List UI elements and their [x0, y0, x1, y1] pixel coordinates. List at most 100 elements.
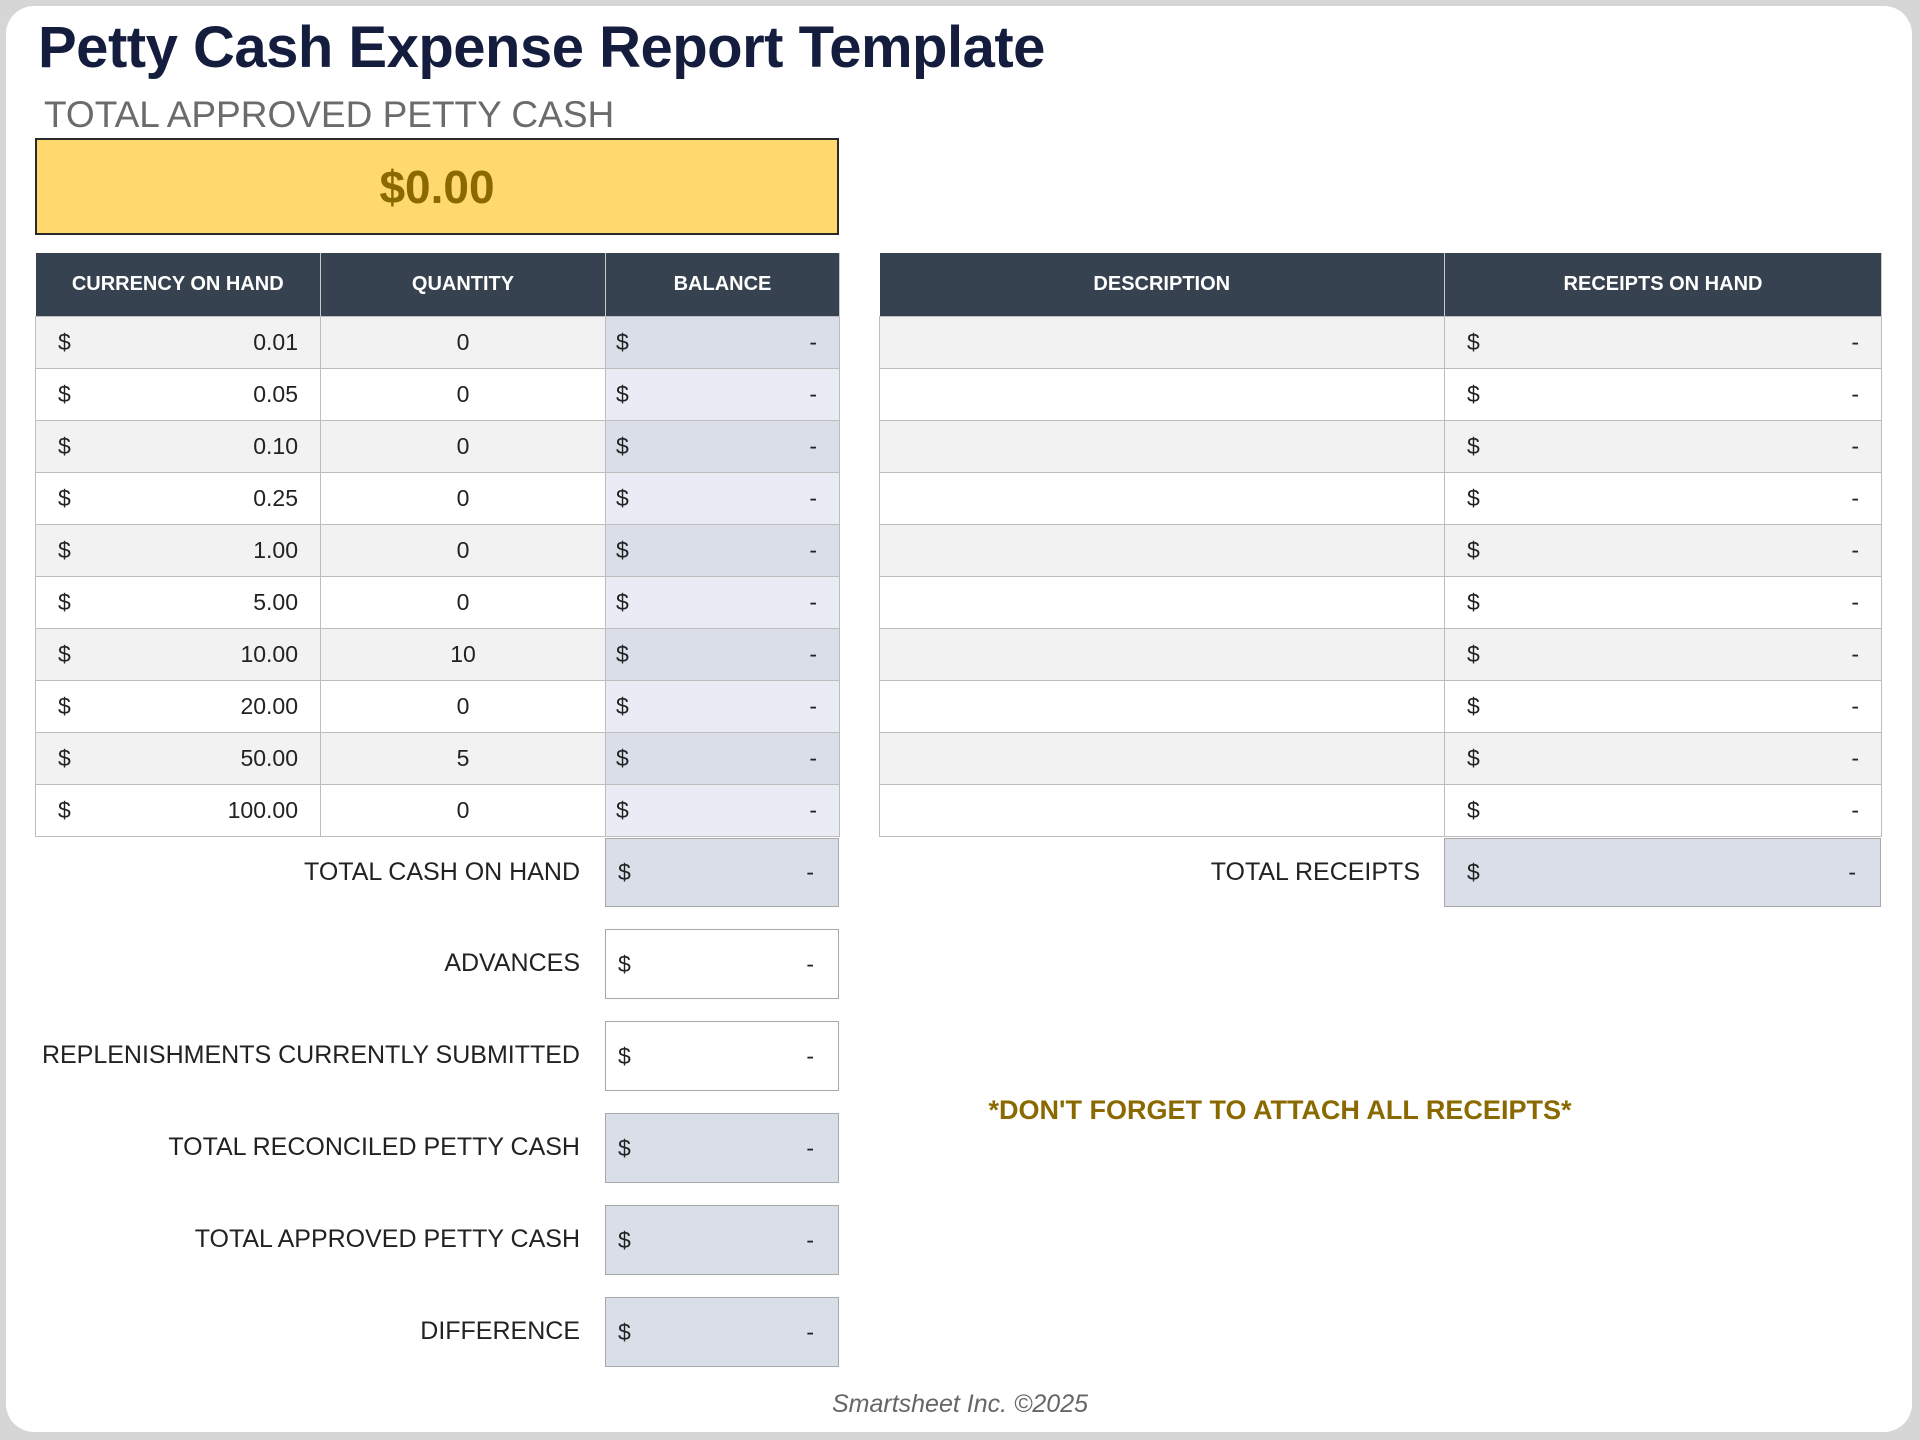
receipt-row: $ -: [879, 368, 1882, 421]
currency-symbol: $: [616, 641, 629, 667]
currency-cell[interactable]: $20.00: [35, 680, 321, 733]
quantity-cell[interactable]: 5: [320, 732, 606, 785]
receipt-amount-cell[interactable]: $ -: [1444, 576, 1882, 629]
currency-symbol: $: [616, 329, 629, 355]
currency-cell[interactable]: $0.10: [35, 420, 321, 473]
receipt-amount-value: -: [1851, 797, 1859, 823]
description-cell[interactable]: [879, 784, 1445, 837]
balance-value: -: [809, 381, 817, 407]
receipt-amount-cell[interactable]: $ -: [1444, 316, 1882, 369]
currency-symbol: $: [1467, 745, 1480, 771]
summary-value: -: [806, 1042, 814, 1069]
receipt-amount-cell[interactable]: $ -: [1444, 524, 1882, 577]
description-cell[interactable]: [879, 524, 1445, 577]
description-cell[interactable]: [879, 628, 1445, 681]
currency-cell[interactable]: $0.01: [35, 316, 321, 369]
currency-symbol: $: [1467, 485, 1480, 511]
description-cell[interactable]: [879, 420, 1445, 473]
currency-symbol: $: [616, 381, 629, 407]
total-receipts-value: -: [1848, 859, 1856, 885]
quantity-cell[interactable]: 0: [320, 472, 606, 525]
currency-symbol: $: [1467, 589, 1480, 615]
balance-value: -: [809, 589, 817, 615]
receipt-amount-cell[interactable]: $ -: [1444, 680, 1882, 733]
currency-symbol: $: [58, 329, 71, 355]
balance-value: -: [809, 433, 817, 459]
summary-label: DIFFERENCE: [420, 1317, 580, 1345]
receipt-amount-value: -: [1851, 329, 1859, 355]
quantity-cell[interactable]: 10: [320, 628, 606, 681]
currency-symbol: $: [58, 745, 71, 771]
description-cell[interactable]: [879, 368, 1445, 421]
summary-value: -: [806, 859, 814, 885]
receipt-amount-cell[interactable]: $ -: [1444, 472, 1882, 525]
currency-row: $1.00 0 $ -: [35, 524, 840, 577]
currency-symbol: $: [1467, 381, 1480, 407]
quantity-cell[interactable]: 0: [320, 784, 606, 837]
receipts-reminder: *DON'T FORGET TO ATTACH ALL RECEIPTS*: [988, 1095, 1572, 1125]
header-balance: BALANCE: [605, 253, 840, 317]
description-cell[interactable]: [879, 316, 1445, 369]
receipt-amount-cell[interactable]: $ -: [1444, 420, 1882, 473]
balance-cell: $ -: [605, 316, 840, 369]
receipt-amount-cell[interactable]: $ -: [1444, 732, 1882, 785]
receipt-amount-cell[interactable]: $ -: [1444, 368, 1882, 421]
currency-symbol: $: [1467, 693, 1480, 719]
quantity-cell[interactable]: 0: [320, 524, 606, 577]
currency-symbol: $: [58, 641, 71, 667]
quantity-cell[interactable]: 0: [320, 420, 606, 473]
currency-symbol: $: [1467, 641, 1480, 667]
currency-row: $0.01 0 $ -: [35, 316, 840, 369]
balance-value: -: [809, 745, 817, 771]
description-cell[interactable]: [879, 732, 1445, 785]
currency-value: 10.00: [240, 641, 298, 667]
currency-symbol: $: [58, 797, 71, 823]
receipt-row: $ -: [879, 732, 1882, 785]
header-currency: CURRENCY ON HAND: [35, 253, 321, 317]
receipt-amount-cell[interactable]: $ -: [1444, 628, 1882, 681]
summary-label: TOTAL RECONCILED PETTY CASH: [168, 1133, 580, 1161]
quantity-cell[interactable]: 0: [320, 680, 606, 733]
currency-symbol: $: [616, 797, 629, 823]
currency-cell[interactable]: $0.05: [35, 368, 321, 421]
balance-cell: $ -: [605, 576, 840, 629]
summary-value: -: [806, 1318, 814, 1345]
description-cell[interactable]: [879, 680, 1445, 733]
currency-cell[interactable]: $0.25: [35, 472, 321, 525]
currency-cell[interactable]: $100.00: [35, 784, 321, 837]
summary-value-cell: $ -: [605, 1113, 839, 1183]
description-cell[interactable]: [879, 576, 1445, 629]
currency-row: $0.10 0 $ -: [35, 420, 840, 473]
currency-symbol: $: [618, 859, 631, 885]
currency-value: 0.05: [253, 381, 298, 407]
quantity-cell[interactable]: 0: [320, 576, 606, 629]
quantity-cell[interactable]: 0: [320, 368, 606, 421]
currency-cell[interactable]: $1.00: [35, 524, 321, 577]
receipt-amount-cell[interactable]: $ -: [1444, 784, 1882, 837]
summary-value-cell: $ -: [605, 838, 839, 907]
balance-cell: $ -: [605, 628, 840, 681]
currency-symbol: $: [616, 537, 629, 563]
header-quantity: QUANTITY: [320, 253, 606, 317]
receipt-amount-value: -: [1851, 589, 1859, 615]
currency-symbol: $: [616, 433, 629, 459]
summary-value-cell[interactable]: $ -: [605, 929, 839, 999]
currency-symbol: $: [618, 1134, 631, 1161]
currency-symbol: $: [618, 1318, 631, 1345]
receipt-row: $ -: [879, 576, 1882, 629]
quantity-cell[interactable]: 0: [320, 316, 606, 369]
currency-cell[interactable]: $50.00: [35, 732, 321, 785]
currency-cell[interactable]: $5.00: [35, 576, 321, 629]
receipt-amount-value: -: [1851, 693, 1859, 719]
summary-value-cell[interactable]: $ -: [605, 1021, 839, 1091]
currency-cell[interactable]: $10.00: [35, 628, 321, 681]
receipt-amount-value: -: [1851, 433, 1859, 459]
currency-value: 5.00: [253, 589, 298, 615]
currency-symbol: $: [616, 693, 629, 719]
currency-value: 1.00: [253, 537, 298, 563]
footer-copyright: Smartsheet Inc. ©2025: [831, 1390, 1089, 1418]
description-cell[interactable]: [879, 472, 1445, 525]
currency-value: 20.00: [240, 693, 298, 719]
currency-symbol: $: [58, 433, 71, 459]
total-approved-value[interactable]: $0.00: [35, 138, 839, 235]
